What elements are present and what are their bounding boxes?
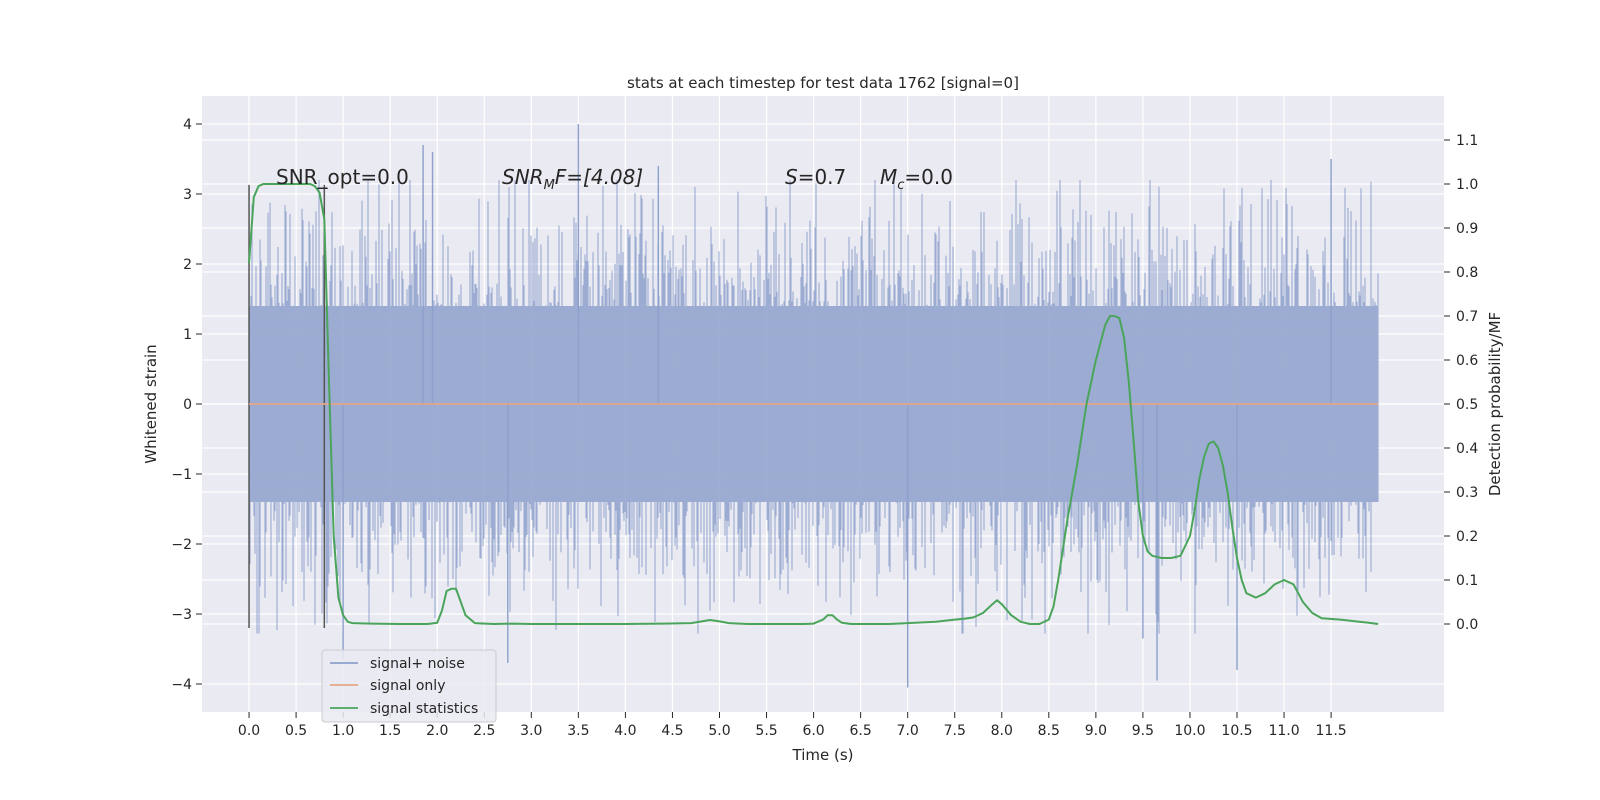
y-right-tick-label: 1.1	[1456, 133, 1478, 149]
x-tick-label: 4.5	[661, 723, 683, 739]
x-tick-label: 6.5	[850, 723, 872, 739]
x-tick-label: 2.0	[426, 723, 448, 739]
y-tick-label: −3	[171, 607, 192, 623]
y-right-tick-label: 0.9	[1456, 221, 1478, 237]
y-tick-label: 4	[183, 117, 192, 133]
snr-mf-value: F=[4.08]	[555, 165, 643, 189]
y-tick-label: −4	[171, 677, 192, 693]
y-axis-ticks: 4 3 2 1 0 −1 −2 −3 −4	[171, 117, 202, 693]
x-tick-label: 7.0	[897, 723, 919, 739]
y-right-axis-label: Detection probability/MF	[1486, 312, 1504, 496]
mc-subscript: c	[897, 178, 904, 193]
y-right-tick-label: 0.8	[1456, 265, 1478, 281]
x-tick-label: 2.5	[473, 723, 495, 739]
y-right-tick-label: 0.6	[1456, 353, 1478, 369]
x-tick-label: 5.0	[708, 723, 730, 739]
x-tick-label: 11.5	[1316, 723, 1347, 739]
x-tick-label: 3.0	[520, 723, 542, 739]
legend-label-signal-statistics: signal statistics	[370, 701, 478, 717]
signal-statistics-line	[248, 183, 1379, 625]
x-tick-label: 1.0	[332, 723, 354, 739]
legend-label-signal-noise: signal+ noise	[370, 656, 465, 672]
snr-opt-annotation: SNR_opt=0.0	[276, 165, 409, 189]
legend: signal+ noise signal only signal statist…	[321, 649, 497, 723]
y-tick-label: 3	[183, 187, 192, 203]
y-axis-label: Whitened strain	[142, 344, 160, 463]
x-tick-label: 10.0	[1174, 723, 1205, 739]
y-right-tick-label: 0.4	[1456, 441, 1478, 457]
x-tick-label: 8.5	[1038, 723, 1060, 739]
y-tick-label: −1	[171, 467, 192, 483]
x-tick-label: 0.0	[238, 723, 260, 739]
snr-mf-symbol: SNR	[502, 165, 544, 189]
x-tick-label: 3.5	[567, 723, 589, 739]
x-tick-label: 9.5	[1132, 723, 1154, 739]
legend-box	[321, 649, 497, 723]
s-annotation: S=0.7	[785, 165, 846, 189]
x-tick-label: 5.5	[755, 723, 777, 739]
x-axis-ticks: 0.0 0.5 1.0 1.5 2.0 2.5 3.0 3.5 4.0 4.5 5.0 5.5 6.0 6…	[238, 712, 1347, 739]
x-tick-label: 7.5	[944, 723, 966, 739]
x-tick-label: 9.0	[1085, 723, 1107, 739]
y-tick-label: −2	[171, 537, 192, 553]
chart-title: stats at each timestep for test data 176…	[627, 74, 1019, 92]
y-right-tick-label: 0.5	[1456, 397, 1478, 413]
signal-statistics-series	[248, 183, 1379, 625]
x-tick-label: 8.0	[991, 723, 1013, 739]
signal-noise-series	[248, 124, 1379, 688]
y-right-tick-label: 0.2	[1456, 529, 1478, 545]
y-tick-label: 1	[183, 327, 192, 343]
y-tick-label: 0	[183, 397, 192, 413]
snr-mf-subscript: M	[544, 178, 555, 193]
snr-mf-annotation: SNRMF=[4.08]	[502, 165, 643, 193]
y-right-tick-label: 1.0	[1456, 177, 1478, 193]
x-axis-label: Time (s)	[792, 746, 854, 764]
mc-symbol: M	[880, 165, 897, 189]
y-right-tick-label: 0.1	[1456, 573, 1478, 589]
y-right-tick-label: 0.7	[1456, 309, 1478, 325]
legend-label-signal-only: signal only	[370, 678, 445, 694]
mc-annotation: Mc=0.0	[880, 165, 953, 193]
mc-value: =0.0	[904, 165, 953, 189]
s-symbol: S	[785, 165, 798, 189]
y-tick-label: 2	[183, 257, 192, 273]
y-right-axis-ticks: 1.1 1.0 0.9 0.8 0.7 0.6 0.5 0.4 0.3 0.2 0.1 0.0	[1444, 133, 1478, 633]
y-right-tick-label: 0.3	[1456, 485, 1478, 501]
x-tick-label: 1.5	[379, 723, 401, 739]
s-value: =0.7	[798, 165, 847, 189]
y-right-tick-label: 0.0	[1456, 617, 1478, 633]
x-tick-label: 10.5	[1221, 723, 1252, 739]
x-tick-label: 4.0	[614, 723, 636, 739]
x-tick-label: 0.5	[285, 723, 307, 739]
x-tick-label: 6.0	[802, 723, 824, 739]
x-tick-label: 11.0	[1268, 723, 1299, 739]
